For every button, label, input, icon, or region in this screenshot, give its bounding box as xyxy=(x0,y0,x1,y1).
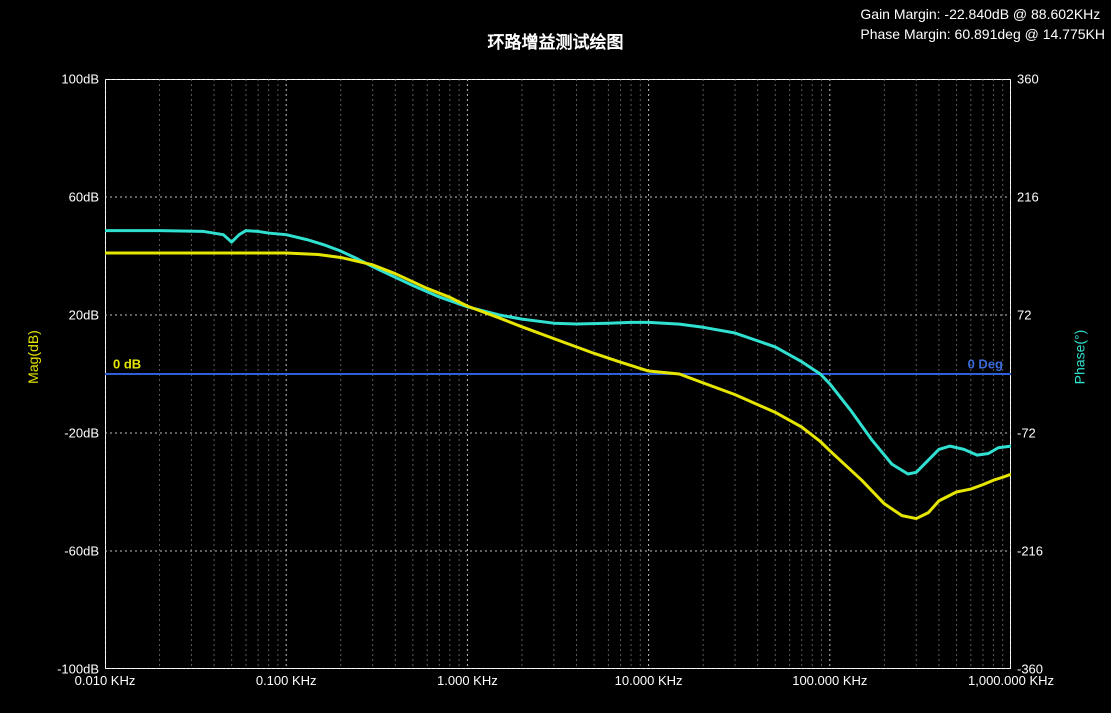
ytick-left: -20dB xyxy=(64,426,99,441)
y-axis-right-label: Phase(°) xyxy=(1072,329,1088,384)
ytick-right: 216 xyxy=(1017,190,1039,205)
xtick: 1,000.000 KHz xyxy=(968,673,1054,688)
ytick-right: -72 xyxy=(1017,426,1036,441)
ytick-left: 20dB xyxy=(69,308,99,323)
bode-chart-container: Gain Margin: -22.840dB @ 88.602KHz Phase… xyxy=(0,0,1111,713)
ytick-right: -216 xyxy=(1017,544,1043,559)
gain-margin-text: Gain Margin: -22.840dB @ 88.602KHz xyxy=(860,4,1105,24)
plot-svg xyxy=(105,79,1011,669)
xtick: 1.000 KHz xyxy=(437,673,498,688)
xtick: 0.100 KHz xyxy=(256,673,317,688)
zero-db-label: 0 dB xyxy=(113,357,141,372)
xtick: 10.000 KHz xyxy=(615,673,683,688)
y-axis-left-label: Mag(dB) xyxy=(25,330,41,384)
xtick: 100.000 KHz xyxy=(792,673,867,688)
chart-title: 环路增益测试绘图 xyxy=(0,28,1111,53)
xtick: 0.010 KHz xyxy=(75,673,136,688)
plot-area: 100dB60dB20dB-20dB-60dB-100dB36021672-72… xyxy=(105,79,1011,669)
zero-deg-label: 0 Deg xyxy=(968,357,1003,372)
ytick-left: 100dB xyxy=(61,72,99,87)
ytick-left: 60dB xyxy=(69,190,99,205)
ytick-right: 360 xyxy=(1017,72,1039,87)
ytick-left: -60dB xyxy=(64,544,99,559)
ytick-right: 72 xyxy=(1017,308,1031,323)
